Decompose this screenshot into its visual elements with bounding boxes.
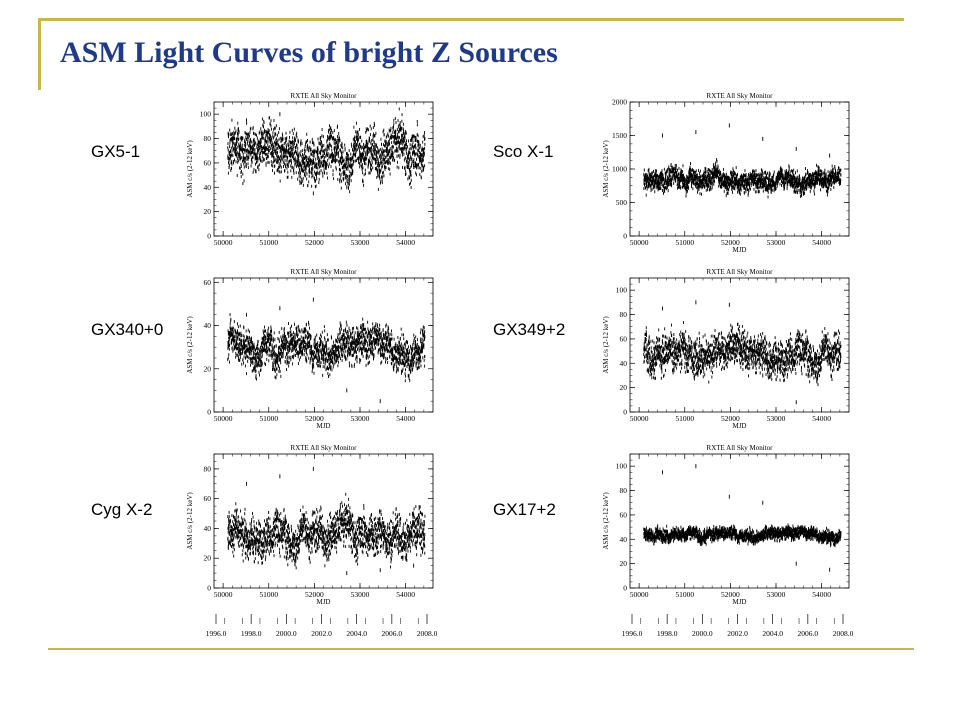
x-tick-label: 52000 [305, 414, 324, 423]
y-tick-label: 0 [623, 232, 627, 241]
source-label-sco-x-1: Sco X-1 [493, 142, 554, 161]
x-tick-label: 53000 [351, 414, 370, 423]
y-tick-label: 0 [207, 232, 211, 241]
x-tick-label: 50000 [214, 414, 233, 423]
x-tick-label: 52000 [305, 238, 324, 247]
y-axis-label: ASM c/s (2-12 keV) [186, 316, 194, 374]
y-tick-label: 500 [616, 198, 628, 207]
data-series [227, 107, 426, 196]
y-tick-label: 2000 [612, 98, 627, 107]
y-tick-label: 60 [204, 158, 212, 167]
y-axis-label: ASM c/s (2-12 keV) [186, 140, 194, 198]
data-series [643, 123, 842, 199]
data-series [227, 297, 426, 404]
y-tick-label: 1000 [612, 165, 627, 174]
x-axis-label: MJD [732, 246, 746, 254]
chart-title: RXTE All Sky Monitor [291, 268, 358, 276]
x-tick-label: 54000 [396, 238, 415, 247]
source-label-cyg-x-2: Cyg X-2 [91, 500, 153, 519]
y-tick-label: 100 [200, 110, 212, 119]
x-tick-label: 51000 [259, 238, 278, 247]
y-tick-label: 0 [207, 408, 211, 417]
x-tick-label: 52000 [721, 238, 740, 247]
x-tick-label: 50000 [630, 238, 649, 247]
source-label-gx340: GX340+0 [91, 320, 164, 339]
x-tick-label: 54000 [812, 238, 831, 247]
chart-panel-gx5-1: RXTE All Sky Monitor 0 20 40 60 80 100 50000 510… [186, 92, 434, 247]
chart-title: RXTE All Sky Monitor [707, 92, 774, 100]
y-tick-label: 20 [204, 364, 212, 373]
accent-rule-vertical [38, 18, 41, 90]
source-label-gx349: GX349+2 [493, 320, 566, 339]
y-tick-label: 40 [204, 183, 212, 192]
x-axis-label: MJD [316, 422, 330, 430]
chart-title: RXTE All Sky Monitor [291, 92, 358, 100]
x-tick-label: 50000 [214, 238, 233, 247]
accent-rule-top [38, 18, 904, 21]
y-tick-label: 80 [204, 134, 212, 143]
source-label-gx5-1: GX5-1 [91, 142, 141, 161]
y-tick-label: 1500 [612, 131, 627, 140]
plot-frame [629, 101, 850, 237]
y-axis-label: ASM c/s (2-12 keV) [602, 140, 610, 198]
y-tick-label: 60 [204, 278, 212, 287]
chart-panel-gx340: RXTE All Sky Monitor 0 20 40 60 50000 51000 520… [186, 268, 434, 430]
y-tick-label: 20 [204, 207, 212, 216]
chart-panel-sco-x-1: RXTE All Sky Monitor 0 500 1000 1500 2000 5000… [602, 92, 850, 254]
slide-title: ASM Light Curves of bright Z Sources [60, 36, 558, 69]
source-label-gx17: GX17+2 [493, 500, 556, 519]
x-tick-label: 53000 [767, 238, 786, 247]
x-tick-label: 54000 [396, 414, 415, 423]
x-tick-label: 53000 [351, 238, 370, 247]
x-tick-label: 51000 [675, 238, 694, 247]
y-tick-label: 40 [204, 321, 212, 330]
x-tick-label: 51000 [259, 414, 278, 423]
